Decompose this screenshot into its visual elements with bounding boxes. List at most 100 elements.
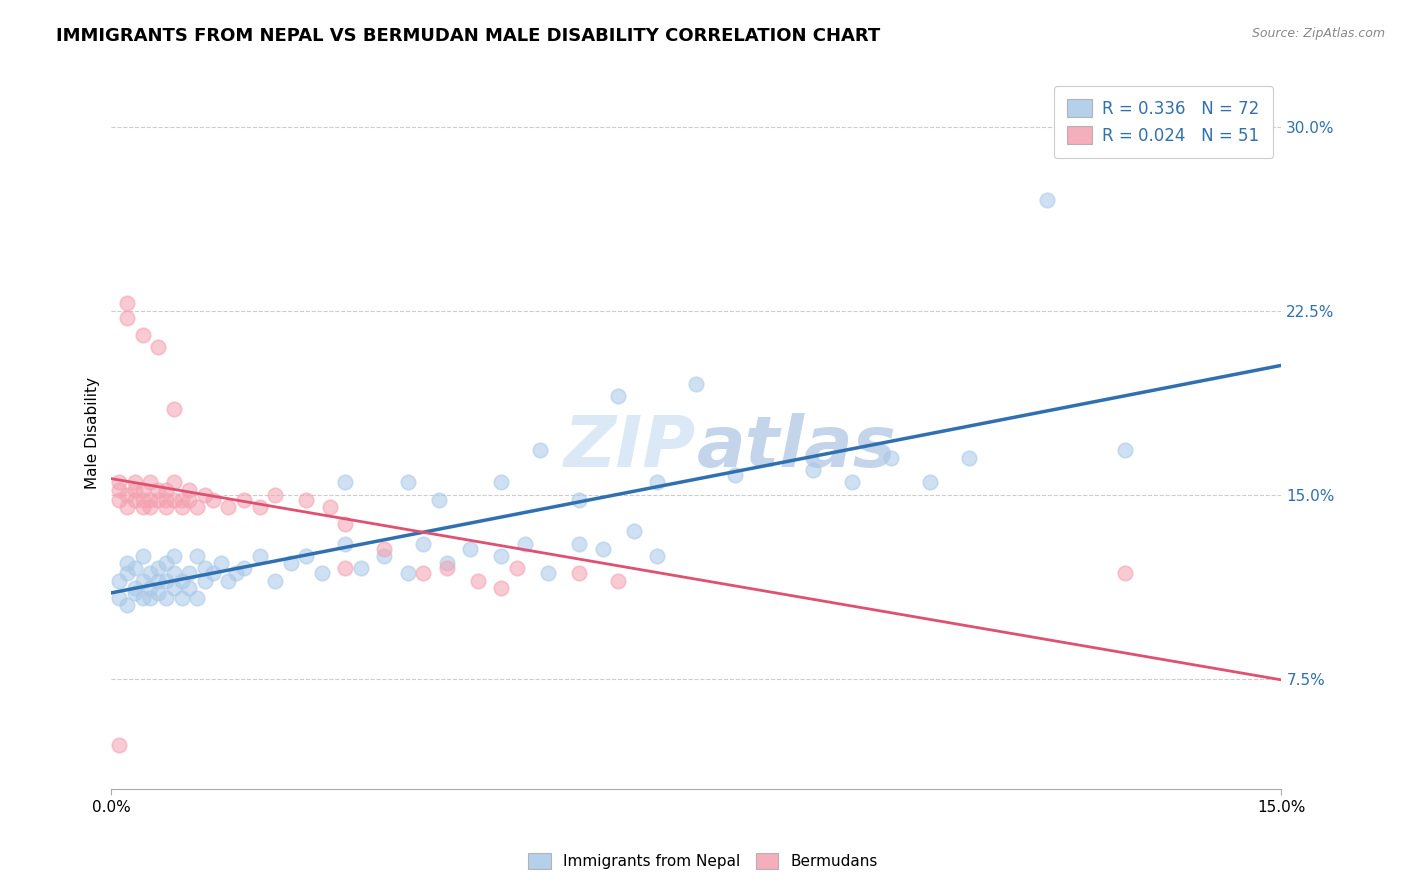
Point [131,591,153,605]
Point [427,492,450,507]
Point [155,483,177,497]
Point [491,475,513,490]
Point [311,566,333,581]
Point [131,574,153,588]
Point [108,738,131,752]
Point [155,591,177,605]
Point [209,557,232,571]
Point [396,566,419,581]
Point [335,475,357,490]
Point [467,574,489,588]
Point [108,483,131,497]
Point [295,492,318,507]
Legend: R = 0.336   N = 72, R = 0.024   N = 51: R = 0.336 N = 72, R = 0.024 N = 51 [1054,86,1272,158]
Point [131,492,153,507]
Point [647,549,669,563]
Point [170,492,193,507]
Point [170,500,193,514]
Point [225,566,247,581]
Point [201,492,224,507]
Point [148,340,170,354]
Point [124,483,146,497]
Point [108,591,131,605]
Point [108,574,131,588]
Point [139,492,162,507]
Point [319,500,342,514]
Point [1114,443,1136,458]
Point [163,549,186,563]
Point [186,549,208,563]
Point [264,488,287,502]
Point [155,492,177,507]
Point [249,549,271,563]
Point [647,475,669,490]
Point [458,541,481,556]
Point [233,492,256,507]
Point [568,492,591,507]
Point [724,468,747,483]
Point [124,581,146,595]
Point [412,537,434,551]
Point [124,586,146,600]
Point [1036,193,1059,207]
Point [148,561,170,575]
Point [295,549,318,563]
Point [179,483,201,497]
Point [233,561,256,575]
Point [373,549,395,563]
Point [179,581,201,595]
Point [280,557,302,571]
Legend: Immigrants from Nepal, Bermudans: Immigrants from Nepal, Bermudans [522,847,884,875]
Point [249,500,271,514]
Text: ZIP: ZIP [564,413,696,482]
Point [115,310,138,325]
Point [115,598,138,612]
Point [115,488,138,502]
Point [803,463,825,477]
Point [131,328,153,343]
Y-axis label: Male Disability: Male Disability [86,377,100,490]
Point [957,450,980,465]
Point [148,586,170,600]
Point [350,561,373,575]
Point [163,401,186,416]
Point [607,574,630,588]
Point [685,377,707,392]
Point [201,566,224,581]
Point [217,574,239,588]
Point [124,475,146,490]
Point [179,566,201,581]
Point [623,524,645,539]
Point [170,591,193,605]
Point [155,574,177,588]
Point [131,483,153,497]
Point [124,492,146,507]
Point [194,561,217,575]
Point [124,561,146,575]
Point [506,561,529,575]
Text: Source: ZipAtlas.com: Source: ZipAtlas.com [1251,27,1385,40]
Point [155,500,177,514]
Point [529,443,551,458]
Point [491,581,513,595]
Point [131,549,153,563]
Point [568,537,591,551]
Point [148,574,170,588]
Point [139,566,162,581]
Point [163,581,186,595]
Point [139,500,162,514]
Point [194,488,217,502]
Point [537,566,560,581]
Text: atlas: atlas [696,413,896,482]
Point [335,561,357,575]
Point [131,500,153,514]
Point [592,541,614,556]
Point [335,517,357,532]
Point [841,475,863,490]
Point [880,450,903,465]
Point [179,492,201,507]
Point [163,492,186,507]
Point [115,500,138,514]
Point [139,475,162,490]
Point [115,296,138,310]
